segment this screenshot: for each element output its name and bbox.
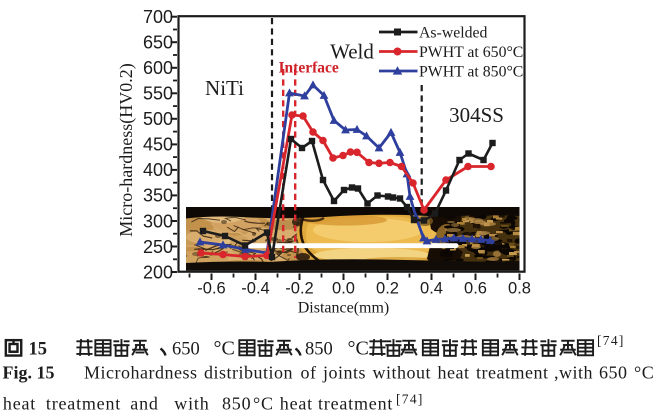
svg-text:600: 600 (143, 58, 173, 78)
svg-text:15: 15 (29, 340, 48, 360)
svg-text:with: with (174, 394, 209, 414)
svg-text:heat: heat (280, 394, 313, 414)
svg-text:-0.4: -0.4 (241, 280, 269, 298)
svg-text:700: 700 (143, 7, 173, 27)
svg-text:850: 850 (305, 340, 333, 360)
svg-text:Microhardness: Microhardness (84, 363, 197, 383)
svg-text:300: 300 (143, 211, 173, 231)
svg-text:0.8: 0.8 (508, 280, 531, 298)
svg-text:0.4: 0.4 (420, 280, 443, 298)
svg-text:joints: joints (322, 363, 366, 383)
svg-text:-0.6: -0.6 (197, 280, 225, 298)
svg-text:200: 200 (143, 262, 173, 282)
svg-text:°C: °C (348, 338, 369, 360)
svg-text:0.2: 0.2 (376, 280, 399, 298)
svg-text:850: 850 (222, 394, 251, 414)
svg-text:0.6: 0.6 (464, 280, 487, 298)
svg-text:[74]: [74] (597, 333, 625, 348)
svg-text:°C: °C (214, 338, 235, 360)
svg-text:treatment: treatment (318, 394, 393, 414)
svg-text:450: 450 (143, 135, 173, 155)
svg-text:distribution: distribution (204, 363, 293, 383)
svg-text:,with: ,with (554, 363, 593, 383)
svg-text:650: 650 (143, 33, 173, 53)
svg-text:250: 250 (143, 237, 173, 257)
svg-text:heat: heat (3, 394, 36, 414)
svg-text:0.0: 0.0 (332, 280, 355, 298)
svg-text:400: 400 (143, 160, 173, 180)
svg-text:Distance(mm): Distance(mm) (298, 300, 390, 317)
svg-text:°C: °C (634, 363, 654, 383)
svg-text:treatment: treatment (476, 363, 548, 383)
svg-text:and: and (130, 394, 158, 414)
svg-text:[74]: [74] (396, 392, 424, 407)
svg-text:304SS: 304SS (449, 103, 504, 127)
svg-text:PWHT at 650°C: PWHT at 650°C (419, 44, 523, 61)
svg-text:Interface: Interface (279, 60, 339, 77)
svg-text:PWHT at 850°C: PWHT at 850°C (419, 64, 523, 81)
svg-text:650: 650 (172, 340, 200, 360)
svg-text:-0.2: -0.2 (285, 280, 313, 298)
svg-text:Micro-hardness(HV0.2): Micro-hardness(HV0.2) (116, 63, 137, 236)
svg-text:NiTi: NiTi (205, 76, 244, 100)
svg-text:As-welded: As-welded (419, 25, 488, 42)
svg-text:350: 350 (143, 186, 173, 206)
svg-text:500: 500 (143, 109, 173, 129)
svg-text:treatment: treatment (46, 394, 121, 414)
svg-text:°C: °C (253, 394, 274, 414)
svg-text:650: 650 (599, 363, 628, 383)
svg-text:Fig. 15: Fig. 15 (3, 363, 55, 383)
svg-text:of: of (301, 363, 317, 383)
svg-text:550: 550 (143, 84, 173, 104)
svg-text:without: without (373, 363, 432, 383)
svg-text:heat: heat (438, 363, 470, 383)
svg-text:Weld: Weld (330, 40, 374, 64)
